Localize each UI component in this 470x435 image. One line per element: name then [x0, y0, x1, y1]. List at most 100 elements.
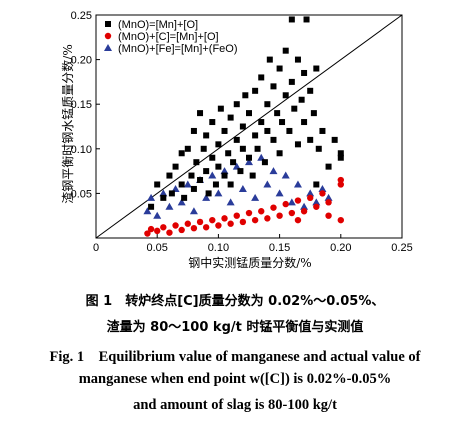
y-axis-title: 渣钢平衡时钢水锰质量分数/% — [60, 44, 75, 203]
data-point — [221, 127, 228, 134]
data-point — [276, 65, 283, 72]
data-point — [200, 145, 207, 152]
data-point — [312, 198, 321, 206]
data-point — [148, 203, 155, 210]
data-point — [178, 226, 185, 234]
data-point — [270, 204, 277, 211]
reference-line — [95, 14, 403, 239]
data-point — [300, 202, 309, 210]
data-point — [239, 218, 247, 226]
x-tick-label: 0.25 — [391, 242, 412, 254]
data-point — [245, 209, 253, 217]
data-point — [258, 74, 265, 81]
data-point — [270, 83, 277, 90]
data-point — [294, 141, 301, 148]
data-point — [258, 119, 265, 126]
data-point — [183, 180, 192, 188]
data-point — [315, 145, 322, 152]
data-point — [279, 119, 286, 126]
data-point — [153, 211, 162, 219]
data-point — [307, 136, 314, 143]
data-point — [147, 193, 156, 201]
data-point — [291, 105, 298, 112]
data-point — [172, 222, 179, 229]
data-point — [258, 208, 265, 215]
data-point — [251, 193, 260, 201]
data-point — [294, 216, 302, 224]
data-point — [217, 105, 224, 112]
data-point — [165, 202, 174, 210]
data-point — [246, 110, 252, 117]
y-tick-label: 0.20 — [71, 55, 92, 67]
data-point — [337, 154, 344, 161]
data-point — [196, 218, 204, 226]
data-point — [337, 176, 344, 184]
data-point — [171, 184, 180, 192]
data-point — [263, 180, 272, 188]
data-point — [325, 163, 332, 170]
data-point — [275, 189, 284, 197]
plot-area: 0 0.05 0.10 0.15 0.20 0.25 0.05 0.10 0.15 0.20 0.2… — [71, 10, 413, 254]
legend-marker — [104, 32, 112, 40]
data-point — [177, 198, 186, 206]
data-point — [319, 127, 326, 134]
data-point — [274, 110, 281, 117]
x-tick-label: 0 — [93, 242, 99, 254]
legend-label: (MnO)+[Fe]=[Mn]+(FeO) — [118, 43, 238, 55]
data-point — [172, 163, 179, 170]
legend-label: (MnO)=[Mn]+[O] — [118, 19, 198, 31]
data-point — [159, 189, 168, 197]
data-point — [325, 199, 332, 206]
caption-en-line2: manganese when end point w([C]) is 0.02%… — [78, 371, 392, 387]
data-point — [184, 145, 191, 152]
data-point — [209, 216, 216, 224]
data-point — [166, 229, 173, 236]
data-point — [307, 194, 314, 202]
data-point — [242, 92, 249, 99]
data-point — [269, 167, 278, 175]
data-point — [294, 197, 302, 204]
data-point — [227, 220, 234, 227]
data-point — [215, 141, 222, 148]
data-point — [232, 162, 241, 170]
data-point — [245, 158, 253, 166]
data-point — [193, 159, 200, 166]
data-point — [293, 180, 302, 188]
data-point — [288, 16, 295, 23]
data-point — [301, 69, 308, 76]
data-point — [324, 193, 333, 201]
data-point — [160, 194, 167, 201]
caption-cn-line2: 渣量为 80～100 kg/t 时锰平衡值与实测值 — [106, 320, 364, 335]
data-point — [203, 132, 210, 139]
data-point — [257, 153, 266, 161]
data-point — [306, 189, 315, 197]
data-point — [214, 189, 223, 197]
data-point — [209, 154, 216, 161]
data-point — [276, 212, 283, 219]
data-point — [238, 184, 247, 192]
data-point — [261, 159, 268, 166]
data-point — [227, 181, 234, 188]
x-axis-title: 钢中实测锰质量分数/% — [188, 255, 311, 270]
plot-frame — [95, 14, 403, 239]
data-point — [249, 172, 256, 179]
data-point — [286, 127, 293, 134]
data-point — [202, 224, 210, 231]
data-point — [154, 181, 161, 188]
caption-en-line1: Fig. 1 Equilibrium value of manganese an… — [49, 349, 421, 365]
data-point — [178, 150, 185, 157]
data-point — [294, 56, 301, 63]
data-point — [287, 198, 296, 206]
data-point — [202, 193, 211, 201]
data-point — [264, 215, 271, 222]
data-point — [298, 96, 305, 103]
data-point — [254, 145, 261, 152]
data-point — [233, 136, 240, 143]
data-point — [307, 87, 314, 94]
data-point — [270, 136, 277, 143]
data-point — [212, 181, 219, 188]
data-point — [252, 132, 259, 139]
legend-label: (MnO)+[C]=[Mn]+[O] — [118, 31, 219, 43]
x-tick-label: 0.15 — [269, 242, 290, 254]
